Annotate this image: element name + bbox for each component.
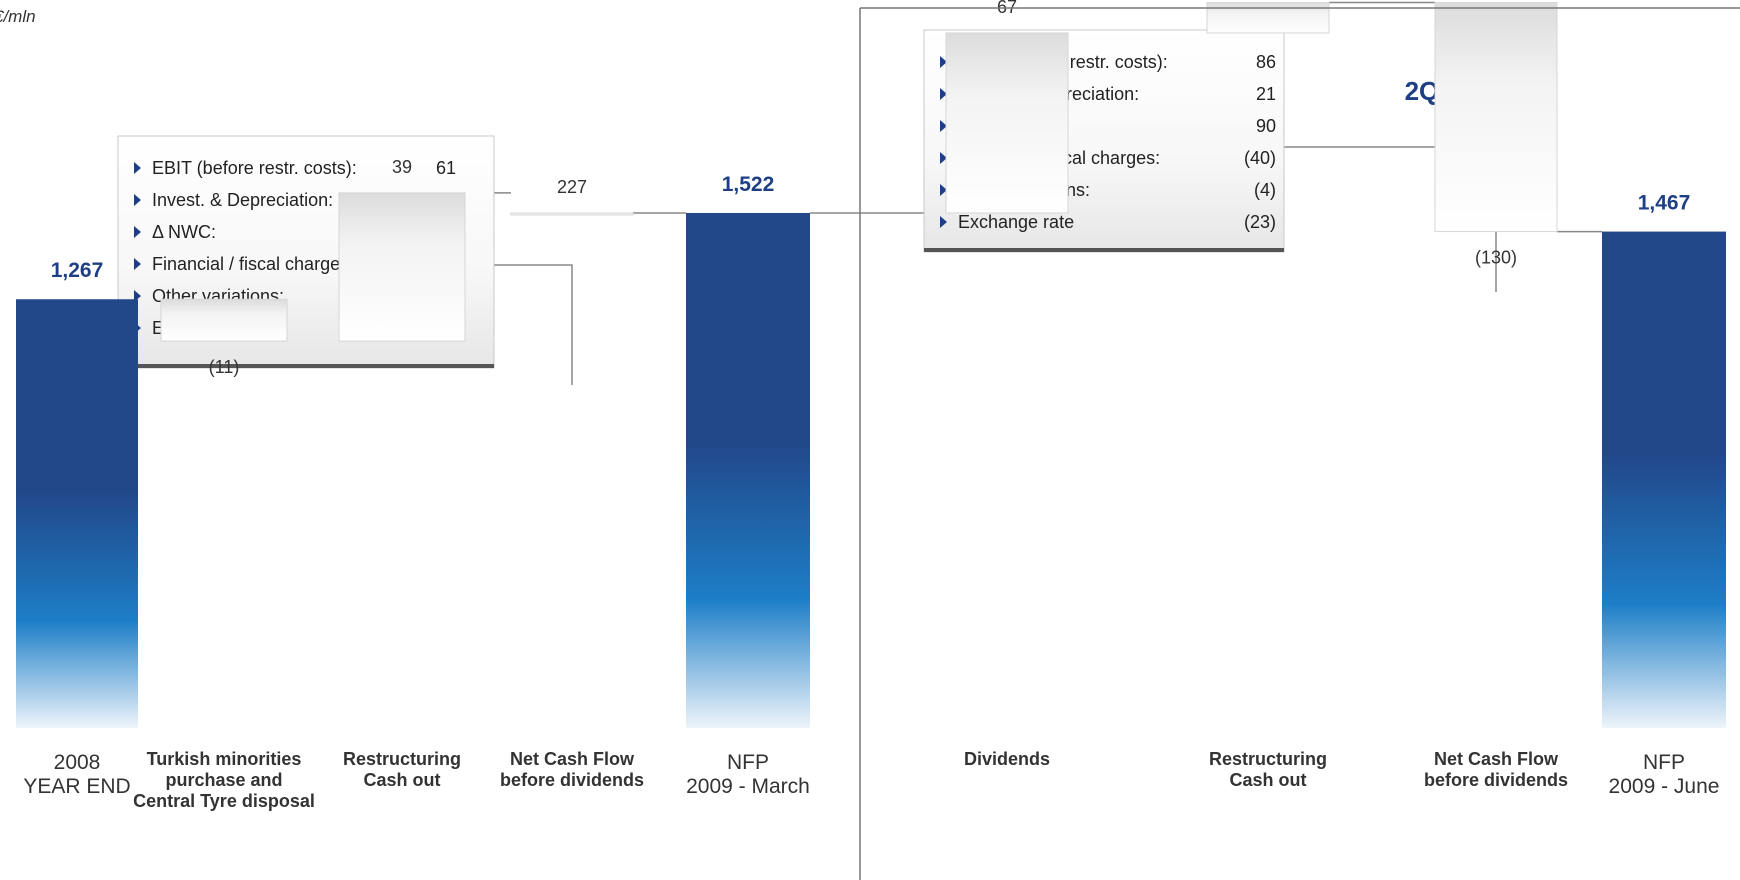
breakdown-item-label: Δ NWC: — [152, 222, 216, 242]
bullet-icon — [134, 290, 141, 302]
breakdown-item-value: (40) — [1244, 148, 1276, 168]
bar-3 — [510, 212, 634, 216]
category-label-3: Net Cash Flow before dividends — [500, 749, 644, 790]
category-label-0: 2008 YEAR END — [23, 751, 130, 798]
bullet-icon — [940, 152, 947, 164]
value-label-0: 1,267 — [51, 259, 104, 282]
unit-label: €/mln — [0, 7, 36, 26]
breakdown-item-label: EBIT (before restr. costs): — [152, 158, 357, 178]
breakdown-box-shadow-1 — [924, 248, 1284, 252]
value-label-2: 39 — [392, 157, 412, 177]
breakdown-item-value: 21 — [1256, 84, 1276, 104]
value-label-1: (11) — [209, 357, 240, 377]
bullet-icon — [940, 120, 947, 132]
breakdown-item-label: Exchange rate — [958, 212, 1074, 232]
category-label-8: NFP 2009 - June — [1609, 751, 1720, 798]
bar-6 — [1206, 2, 1330, 34]
breakdown-item-value: (4) — [1254, 180, 1276, 200]
value-label-3: 227 — [557, 177, 587, 197]
bullet-icon — [134, 194, 141, 206]
bullet-icon — [134, 258, 141, 270]
category-label-2: Restructuring Cash out — [343, 749, 461, 790]
breakdown-item-label: Financial / fiscal charges: — [152, 254, 354, 274]
bullet-icon — [134, 226, 141, 238]
bar-2 — [338, 192, 466, 342]
breakdown-item-value: 61 — [436, 158, 456, 178]
breakdown-item-value: (23) — [1244, 212, 1276, 232]
bullet-icon — [134, 162, 141, 174]
breakdown-item-label: Invest. & Depreciation: — [152, 190, 333, 210]
bars — [16, 2, 1726, 728]
breakdown-item-value: 86 — [1256, 52, 1276, 72]
category-label-4: NFP 2009 - March — [686, 751, 810, 798]
category-label-7: Net Cash Flow before dividends — [1424, 749, 1568, 790]
breakdown-link-0 — [494, 264, 573, 385]
value-label-7: (130) — [1475, 248, 1517, 268]
category-label-5: Dividends — [964, 749, 1050, 769]
category-label-6: Restructuring Cash out — [1209, 749, 1327, 790]
bullet-icon — [940, 184, 947, 196]
bar-5 — [945, 32, 1069, 214]
value-label-4: 1,522 — [722, 173, 775, 196]
bullet-icon — [940, 88, 947, 100]
bar-7 — [1434, 2, 1558, 233]
breakdown-item-value: 90 — [1256, 116, 1276, 136]
value-label-8: 1,467 — [1638, 192, 1691, 215]
bullet-icon — [940, 56, 947, 68]
bar-4 — [686, 212, 810, 728]
category-label-1: Turkish minorities purchase and Central Ty… — [133, 749, 315, 811]
bar-8 — [1602, 231, 1726, 728]
breakdown-box-shadow-0 — [118, 364, 494, 368]
bar-0 — [16, 299, 138, 728]
bar-1 — [160, 298, 288, 342]
bullet-icon — [940, 216, 947, 228]
